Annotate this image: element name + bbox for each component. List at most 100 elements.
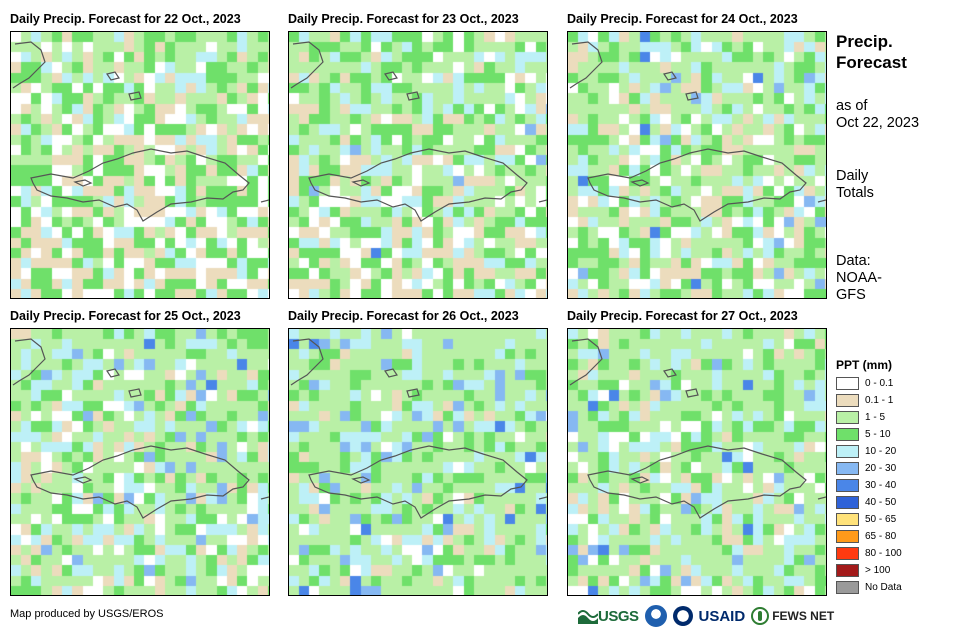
legend-item: 20 - 30: [836, 461, 896, 476]
panel-title-1: Daily Precip. Forecast for 22 Oct., 2023: [10, 12, 241, 26]
coastline-path: [406, 91, 420, 101]
hispaniola-outline: [290, 338, 547, 519]
coastline-path: [290, 41, 324, 89]
usgs-logo: USGS: [578, 608, 639, 625]
data-label: Data:: [836, 253, 871, 269]
coastline-path: [128, 91, 142, 101]
hispaniola-outline: [569, 338, 826, 519]
legend-item: 30 - 40: [836, 478, 896, 493]
legend-swatch: [836, 377, 859, 390]
coastline-path: [630, 179, 650, 187]
legend-label: 1 - 5: [865, 412, 886, 423]
legend-item: 80 - 100: [836, 546, 902, 561]
coastline-path: [30, 148, 250, 222]
legend-item: > 100: [836, 563, 890, 578]
legend-title: PPT (mm): [836, 358, 893, 372]
coastline-path: [384, 71, 398, 81]
map-panel-2: [288, 31, 548, 299]
data-source: Data: NOAA- GFS: [836, 253, 882, 304]
coastline-path: [351, 179, 371, 187]
legend-item: No Data: [836, 580, 902, 595]
coastline-path: [30, 445, 250, 519]
legend-swatch: [836, 513, 859, 526]
map-panel-6: [567, 328, 827, 596]
coastline-path: [569, 338, 603, 386]
coastline-path: [308, 445, 528, 519]
precip-grid: [11, 32, 269, 298]
legend-swatch: [836, 581, 859, 594]
coastline-path: [106, 71, 120, 81]
legend-label: 80 - 100: [865, 548, 902, 559]
precip-grid: [568, 32, 826, 298]
legend-label: 40 - 50: [865, 497, 897, 508]
legend-label: 0 - 0.1: [865, 378, 894, 389]
fews-net-icon: [751, 607, 770, 625]
fews-net-logo: FEWS NET: [751, 607, 834, 625]
daily-label: Daily: [836, 168, 869, 184]
legend-swatch: [836, 564, 859, 577]
legend-swatch: [836, 445, 859, 458]
panel-title-2: Daily Precip. Forecast for 23 Oct., 2023: [288, 12, 519, 26]
legend-item: 1 - 5: [836, 410, 885, 425]
coastline-path: [73, 179, 93, 187]
legend-label: 20 - 30: [865, 463, 897, 474]
map-panel-3: [567, 31, 827, 299]
coastline-path: [406, 388, 420, 398]
legend-item: 50 - 65: [836, 512, 896, 527]
legend-item: 65 - 80: [836, 529, 896, 544]
fews-net-logo-text: FEWS NET: [772, 609, 835, 623]
legend-swatch: [836, 462, 859, 475]
coastline-path: [128, 388, 142, 398]
legend-item: 40 - 50: [836, 495, 896, 510]
side-title-line2: Forecast: [836, 53, 907, 72]
legend-swatch: [836, 530, 859, 543]
coastline-path: [260, 199, 269, 203]
coastline-path: [630, 476, 650, 484]
hispaniola-outline: [290, 41, 547, 222]
coastline-path: [663, 368, 677, 378]
coastline-path: [685, 91, 699, 101]
legend-label: No Data: [865, 582, 902, 593]
coastline-path: [663, 71, 677, 81]
legend-item: 0.1 - 1: [836, 393, 893, 408]
panel-title-3: Daily Precip. Forecast for 24 Oct., 2023: [567, 12, 798, 26]
coastline-path: [587, 148, 807, 222]
legend-label: 0.1 - 1: [865, 395, 894, 406]
totals-label: Totals: [836, 185, 874, 201]
usgs-logo-text: USGS: [598, 607, 639, 625]
data-source-line2: GFS: [836, 287, 866, 303]
panel-title-4: Daily Precip. Forecast for 25 Oct., 2023: [10, 309, 241, 323]
precip-grid: [568, 329, 826, 595]
precip-grid: [11, 329, 269, 595]
side-title-line1: Precip.: [836, 32, 893, 51]
as-of-date: as of Oct 22, 2023: [836, 98, 919, 132]
legend-label: 30 - 40: [865, 480, 897, 491]
legend-label: 50 - 65: [865, 514, 897, 525]
daily-totals-label: Daily Totals: [836, 168, 874, 202]
coastline-path: [106, 368, 120, 378]
coastline-path: [12, 41, 46, 89]
map-panel-1: [10, 31, 270, 299]
coastline-path: [73, 476, 93, 484]
as-of-value: Oct 22, 2023: [836, 115, 920, 131]
legend-label: 65 - 80: [865, 531, 897, 542]
coastline-path: [12, 338, 46, 386]
hispaniola-outline: [569, 41, 826, 222]
coastline-path: [538, 496, 547, 500]
usgs-wave-icon: [578, 610, 598, 624]
coastline-path: [290, 338, 324, 386]
legend-label: > 100: [865, 565, 891, 576]
map-panel-4: [10, 328, 270, 596]
partner-logos: USGS USAID FEWS NET: [578, 604, 834, 628]
as-of-label: as of: [836, 98, 868, 114]
side-title: Precip. Forecast: [836, 31, 907, 73]
legend-item: 5 - 10: [836, 427, 891, 442]
precip-grid: [289, 32, 547, 298]
legend-swatch: [836, 496, 859, 509]
coastline-path: [569, 41, 603, 89]
coastline-path: [384, 368, 398, 378]
legend-label: 5 - 10: [865, 429, 891, 440]
legend-item: 0 - 0.1: [836, 376, 893, 391]
coastline-path: [685, 388, 699, 398]
hispaniola-outline: [12, 338, 269, 519]
